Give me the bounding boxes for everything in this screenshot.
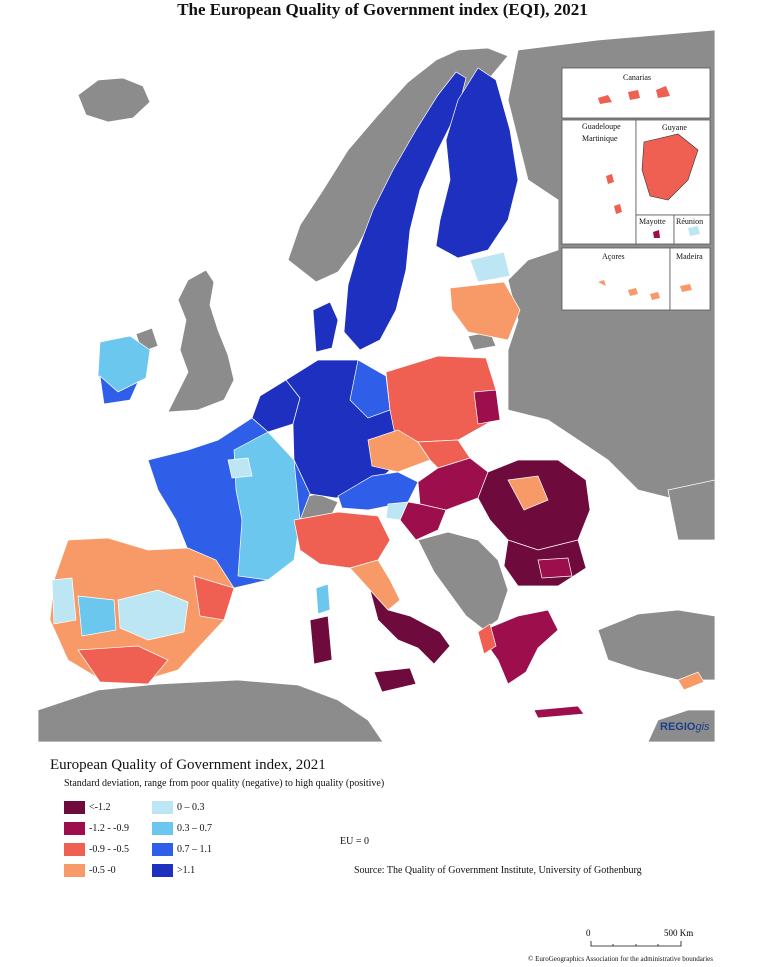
legend-item: -1.2 - -0.9 [64,821,129,835]
legend-label: 0.3 – 0.7 [177,822,212,834]
region-bulgaria-east [537,557,573,579]
legend-item: 0.7 – 1.1 [152,842,212,856]
region-sicily [373,667,417,693]
legend-title: European Quality of Government index, 20… [50,757,326,773]
scale-bar: 0 500 Km [586,928,696,950]
legend-item: >1.1 [152,863,195,877]
region-poland [385,355,497,443]
map-title: The European Quality of Government index… [177,0,588,19]
outermost-regions-insets: Canarias Guadeloupe Martinique Guyane Ma… [561,67,711,311]
region-spain-south [77,645,169,685]
region-portugal [51,577,77,625]
region-spain-center [117,589,189,641]
region-corsica [315,583,331,615]
inset-label-mayotte: Mayotte [639,217,666,226]
legend-subtitle: Standard deviation, range from poor qual… [64,778,385,789]
inset-label-madeira: Madeira [676,252,703,261]
region-finland [435,67,519,259]
europe-map: Canarias Guadeloupe Martinique Guyane Ma… [38,20,715,742]
legend-label: >1.1 [177,864,196,876]
region-denmark [312,301,339,353]
region-baltics [449,281,521,341]
legend-item: -0.9 - -0.5 [64,842,129,856]
source-note: Source: The Quality of Government Instit… [354,865,642,876]
legend-swatch [152,800,173,814]
inset-label-guyane: Guyane [662,123,687,132]
legend-swatch [152,821,173,835]
region-spain-west [77,595,117,637]
region-france-center [227,457,253,479]
legend-label: 0 – 0.3 [177,801,205,813]
legend-item: <-1.2 [64,800,110,814]
legend-swatch [152,842,173,856]
region-sweden [343,71,467,351]
legend-label: 0.7 – 1.1 [177,843,212,855]
region-estonia [469,251,511,283]
inset-label-martinique: Martinique [582,134,618,143]
region-cyprus [677,671,705,691]
legend-label: -0.9 - -0.5 [89,843,129,855]
region-ireland [97,335,151,393]
legend-item: 0 – 0.3 [152,800,205,814]
region-catalonia [193,575,235,621]
legend-item: 0.3 – 0.7 [152,821,212,835]
inset-label-reunion: Réunion [676,217,703,226]
eu-regions [49,67,705,719]
legend-swatch [64,863,85,877]
inset-label-canarias: Canarias [623,73,651,82]
legend-label: -0.5 -0 [89,864,116,876]
scale-end-label: 500 Km [664,928,693,938]
scale-zero-label: 0 [586,928,591,938]
region-ireland-south [99,375,139,405]
inset-label-guadeloupe: Guadeloupe [582,122,621,131]
region-germany-east [349,359,391,419]
legend-item: -0.5 -0 [64,863,116,877]
legend-swatch [152,863,173,877]
region-slovenia [385,501,409,521]
legend-swatch [64,821,85,835]
region-austria [337,471,419,511]
regiogis-logo: REGIOgis [660,721,710,733]
region-italy-south [369,589,451,665]
region-greece [483,609,559,685]
region-greece-west [477,623,497,655]
copyright-note: © EuroGeographics Association for the ad… [528,955,713,963]
non-eu-land [38,29,715,742]
region-crete [533,705,585,719]
legend-swatch [64,800,85,814]
legend-label: -1.2 - -0.9 [89,822,129,834]
region-sardinia [309,615,333,665]
eu-reference-note: EU = 0 [340,836,369,847]
inset-label-acores: Açores [602,252,625,261]
legend-label: <-1.2 [89,801,111,813]
region-poland-east [473,389,501,425]
legend-swatch [64,842,85,856]
region-romania-west [507,475,549,511]
